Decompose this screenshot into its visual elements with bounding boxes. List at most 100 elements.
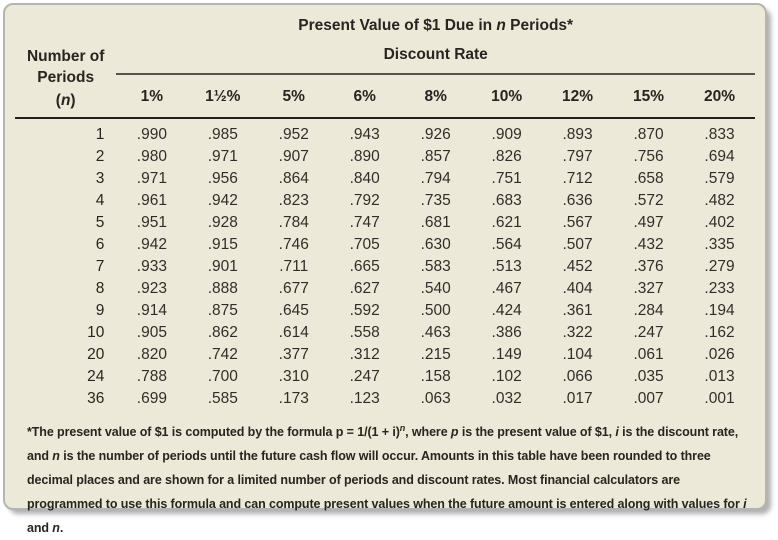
- pv-value-cell: .823: [278, 192, 309, 209]
- present-value-table: Present Value of $1 Due in n Periods* Nu…: [15, 11, 755, 410]
- pv-value-cell: .026: [704, 346, 735, 363]
- pv-value-cell: .901: [207, 258, 238, 275]
- pv-value-cell: .001: [704, 390, 735, 407]
- pv-value-cell: .990: [136, 126, 167, 143]
- pv-value-cell: .540: [420, 280, 451, 297]
- pv-value-cell: .513: [491, 258, 522, 275]
- table-row: 20 .820 .742 .377 .312 .215 .149 .104 .061 .026: [15, 344, 755, 366]
- present-value-table-card: Present Value of $1 Due in n Periods* Nu…: [3, 3, 767, 535]
- footnote: *The present value of $1 is computed by …: [27, 423, 747, 536]
- rate-column-header: 12%: [542, 74, 614, 119]
- period-cell: 7: [95, 258, 105, 275]
- pv-value-cell: .699: [136, 390, 167, 407]
- pv-value-cell: .888: [207, 280, 238, 297]
- period-cell: 6: [95, 236, 105, 253]
- pv-value-cell: .926: [420, 126, 451, 143]
- pv-value-cell: .636: [562, 192, 593, 209]
- pv-value-cell: .742: [207, 346, 238, 363]
- table-row: 7 .933 .901 .711 .665 .583 .513 .452 .376 .279: [15, 256, 755, 278]
- pv-value-cell: .621: [491, 214, 522, 231]
- table-row: 10 .905 .862 .614 .558 .463 .386 .322 .247 .162: [15, 322, 755, 344]
- pv-value-cell: .376: [633, 258, 664, 275]
- table-row: 9 .914 .875 .645 .592 .500 .424 .361 .284 .194: [15, 300, 755, 322]
- pv-value-cell: .630: [420, 236, 451, 253]
- pv-value-cell: .711: [279, 258, 309, 275]
- pv-value-cell: .683: [491, 192, 522, 209]
- title-row: Present Value of $1 Due in n Periods*: [15, 11, 755, 45]
- pv-value-cell: .915: [207, 236, 238, 253]
- pv-value-cell: .677: [278, 280, 309, 297]
- pv-value-cell: .327: [633, 280, 664, 297]
- table-row: 5 .951 .928 .784 .747 .681 .621 .567 .497 .402: [15, 212, 755, 234]
- pv-value-cell: .909: [491, 126, 522, 143]
- rate-column-header: 8%: [400, 74, 472, 119]
- pv-value-cell: .335: [704, 236, 735, 253]
- pv-value-cell: .928: [207, 214, 238, 231]
- table-row: 4 .961 .942 .823 .792 .735 .683 .636 .572 .482: [15, 190, 755, 212]
- pv-value-cell: .215: [420, 346, 451, 363]
- pv-value-cell: .579: [704, 170, 735, 187]
- pv-value-cell: .032: [491, 390, 522, 407]
- pv-value-cell: .424: [491, 302, 522, 319]
- pv-value-cell: .017: [562, 390, 593, 407]
- pv-value-cell: .956: [207, 170, 238, 187]
- table-row: 3 .971 .956 .864 .840 .794 .751 .712 .658 .579: [15, 168, 755, 190]
- pv-value-cell: .797: [562, 148, 593, 165]
- pv-value-cell: .279: [704, 258, 735, 275]
- pv-value-cell: .756: [633, 148, 664, 165]
- pv-value-cell: .875: [207, 302, 238, 319]
- pv-value-cell: .310: [278, 368, 309, 385]
- pv-value-cell: .905: [136, 324, 167, 341]
- pv-value-cell: .158: [420, 368, 451, 385]
- pv-value-cell: .705: [349, 236, 380, 253]
- rate-column-header: 10%: [471, 74, 543, 119]
- pv-value-cell: .971: [207, 148, 238, 165]
- pv-value-cell: .712: [562, 170, 593, 187]
- rate-column-header: 1½%: [187, 74, 259, 119]
- table-row: 8 .923 .888 .677 .627 .540 .467 .404 .327 .233: [15, 278, 755, 300]
- pv-value-cell: .833: [704, 126, 735, 143]
- pv-value-cell: .694: [704, 148, 735, 165]
- periods-header-line1: Number of: [26, 48, 105, 65]
- period-cell: 24: [87, 368, 105, 385]
- pv-value-cell: .312: [349, 346, 380, 363]
- pv-value-cell: .857: [420, 148, 451, 165]
- pv-value-cell: .507: [562, 236, 593, 253]
- pv-value-cell: .614: [278, 324, 309, 341]
- pv-value-cell: .482: [704, 192, 735, 209]
- pv-value-cell: .322: [562, 324, 593, 341]
- rate-column-header: 15%: [613, 74, 684, 119]
- rate-column-header: 6%: [329, 74, 401, 119]
- pv-value-cell: .066: [562, 368, 593, 385]
- pv-value-cell: .061: [633, 346, 664, 363]
- period-cell: 20: [87, 346, 105, 363]
- pv-value-cell: .923: [136, 280, 167, 297]
- pv-value-cell: .971: [136, 170, 167, 187]
- discount-rate-group-header: Discount Rate: [116, 45, 755, 76]
- pv-value-cell: .567: [562, 214, 593, 231]
- pv-value-cell: .035: [633, 368, 664, 385]
- rate-header-row: 1% 1½% 5% 6% 8% 10% 12% 15% 20%: [15, 74, 755, 119]
- pv-value-cell: .247: [349, 368, 380, 385]
- pv-value-cell: .386: [491, 324, 522, 341]
- pv-value-cell: .746: [278, 236, 309, 253]
- pv-value-cell: .149: [491, 346, 522, 363]
- pv-value-cell: .890: [349, 148, 380, 165]
- pv-value-cell: .645: [278, 302, 309, 319]
- pv-value-cell: .951: [136, 214, 167, 231]
- period-cell: 2: [95, 148, 105, 165]
- pv-value-cell: .284: [633, 302, 664, 319]
- group-header-row: Number of Periods (n) Discount Rate: [15, 45, 755, 119]
- pv-value-cell: .914: [136, 302, 167, 319]
- table-body: 1 .990 .985 .952 .943 .926 .909 .893 .870 .833 2 .9…: [15, 118, 755, 410]
- pv-value-cell: .564: [491, 236, 522, 253]
- pv-value-cell: .794: [420, 170, 451, 187]
- pv-value-cell: .788: [136, 368, 167, 385]
- pv-value-cell: .627: [349, 280, 380, 297]
- pv-value-cell: .583: [420, 258, 451, 275]
- period-cell: 5: [95, 214, 105, 231]
- period-cell: 1: [95, 126, 105, 143]
- period-cell: 9: [95, 302, 105, 319]
- pv-value-cell: .820: [136, 346, 167, 363]
- pv-value-cell: .452: [562, 258, 593, 275]
